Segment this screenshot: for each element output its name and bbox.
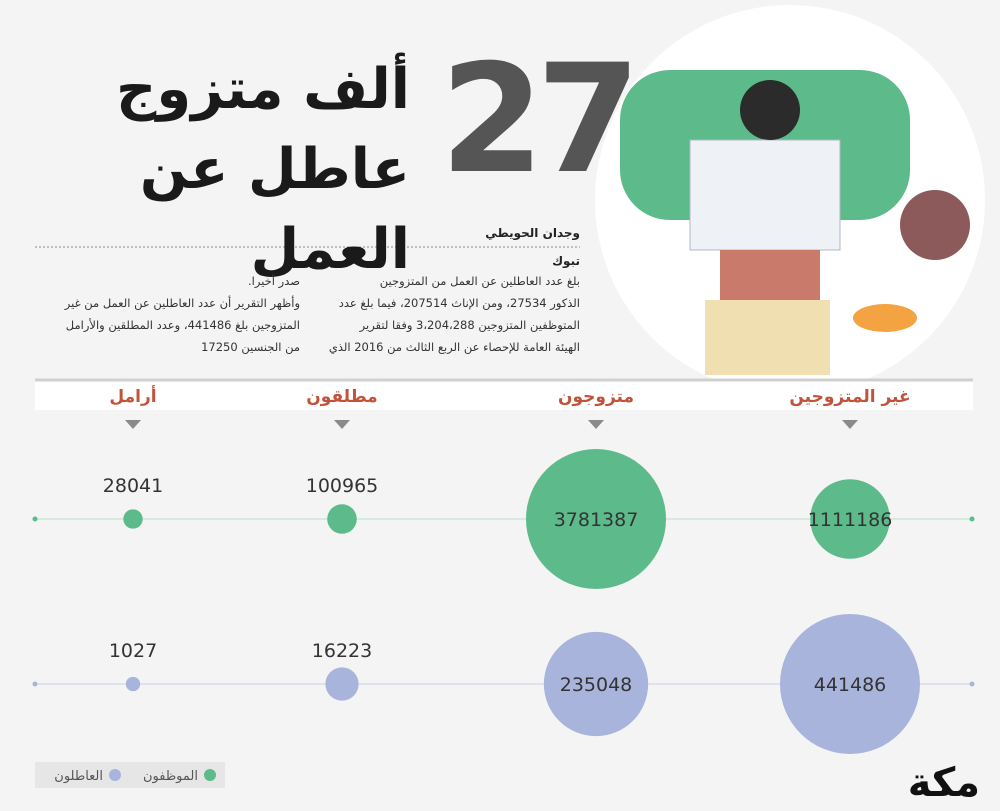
table bbox=[900, 190, 970, 260]
row-dot bbox=[32, 681, 38, 687]
bubble bbox=[125, 676, 141, 692]
value-label: 441486 bbox=[814, 674, 887, 696]
author: وجدان الحويطي bbox=[485, 226, 580, 240]
legend-box bbox=[35, 762, 225, 788]
value-label: 16223 bbox=[312, 640, 372, 662]
title: ألف متزوج عاطل عن العمل bbox=[0, 50, 410, 290]
bubble bbox=[526, 449, 666, 589]
location: تبوك bbox=[552, 254, 580, 268]
bubble bbox=[123, 509, 143, 529]
legend-swatch bbox=[204, 769, 216, 781]
category-label: مطلقون bbox=[306, 387, 377, 407]
value-label: 1027 bbox=[109, 640, 157, 662]
paragraph-line: الذكور 27534، ومن الإناث 207514، فيما بل… bbox=[338, 296, 580, 310]
bubble bbox=[543, 631, 649, 737]
title-line: عاطل عن العمل bbox=[139, 137, 410, 282]
category-label: غير المتزوجين bbox=[789, 387, 910, 407]
paragraph-line: صدر أخيرا. bbox=[248, 274, 300, 288]
newspaper bbox=[689, 139, 841, 251]
category-arrow bbox=[588, 420, 604, 429]
category-arrow bbox=[125, 420, 141, 429]
legend-label: العاطلون bbox=[54, 769, 103, 784]
paragraph-line: المتوظفين المتزوجين 3،204،288 وفقا لتقري… bbox=[359, 318, 580, 332]
row-dot bbox=[969, 516, 975, 522]
value-label: 1111186 bbox=[808, 509, 893, 531]
paragraph: صدر أخيرا. وأظهر التقرير أن عدد العاطلين … bbox=[65, 270, 300, 358]
category-label: متزوجون bbox=[558, 387, 634, 407]
category-label: أرامل bbox=[109, 385, 156, 407]
row-dot bbox=[969, 681, 975, 687]
title-number: 27 bbox=[440, 33, 641, 207]
header-band bbox=[35, 380, 973, 410]
paragraph-line: الهيئة العامة للإحصاء عن الربع الثالث من… bbox=[328, 340, 580, 354]
title-line: ألف متزوج bbox=[116, 57, 410, 122]
legend-swatch bbox=[109, 769, 121, 781]
bubble bbox=[325, 667, 359, 701]
logo: مكة bbox=[907, 760, 980, 806]
paragraph-line: من الجنسين 17250 bbox=[201, 340, 300, 354]
footstool bbox=[705, 300, 830, 375]
value-label: 28041 bbox=[103, 475, 163, 497]
paragraph: بلغ عدد العاطلين عن العمل من المتزوجين ال… bbox=[329, 270, 580, 358]
row-dot bbox=[32, 516, 38, 522]
bubble bbox=[780, 614, 920, 754]
value-label: 3781387 bbox=[554, 509, 639, 531]
category-arrow bbox=[334, 420, 350, 429]
value-label: 100965 bbox=[306, 475, 379, 497]
paragraph-line: المتزوجين بلغ 441486، وعدد المطلقين والأ… bbox=[65, 318, 300, 332]
paragraph-line: وأظهر التقرير أن عدد العاطلين عن العمل م… bbox=[64, 296, 300, 310]
legend-label: الموظفون bbox=[143, 769, 198, 784]
head bbox=[740, 80, 800, 140]
bubble bbox=[327, 504, 357, 534]
cat bbox=[853, 304, 917, 332]
paragraph-line: بلغ عدد العاطلين عن العمل من المتزوجين bbox=[379, 274, 580, 288]
value-label: 235048 bbox=[560, 674, 633, 696]
bubble bbox=[810, 479, 890, 559]
category-arrow bbox=[842, 420, 858, 429]
